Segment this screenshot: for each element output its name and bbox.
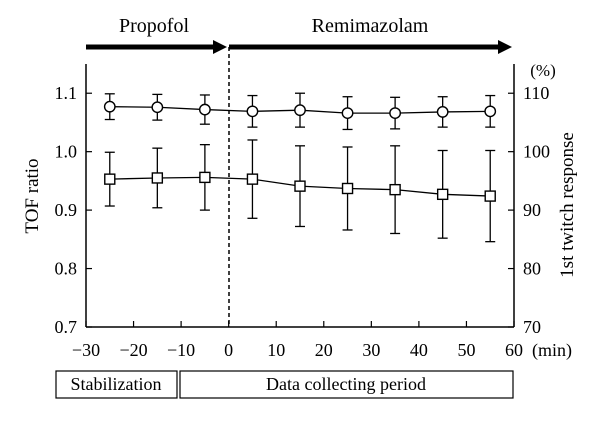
x-tick-label: 20 <box>315 340 333 360</box>
x-tick-label: 40 <box>410 340 428 360</box>
data-collecting-label: Data collecting period <box>266 374 426 394</box>
propofol-label: Propofol <box>119 15 189 37</box>
stabilization-box <box>55 370 178 399</box>
series-square <box>104 139 496 243</box>
x-axis-unit: (min) <box>532 340 572 361</box>
data-point-circle <box>151 101 164 114</box>
data-point-square <box>246 173 259 185</box>
y-left-tick-label: 1.0 <box>55 142 78 162</box>
series <box>103 92 497 243</box>
period-boxes: Stabilization Data collecting period <box>55 370 514 399</box>
y-left-tick-label: 0.8 <box>55 259 78 279</box>
y-right-tick-label: 100 <box>523 142 550 162</box>
x-tick-label: 0 <box>224 340 233 360</box>
data-point-square <box>104 173 116 185</box>
y-right-tick-label: 80 <box>523 259 541 279</box>
data-point-square <box>151 172 164 184</box>
series-circle <box>103 92 497 131</box>
plot-frame <box>85 47 515 328</box>
x-tick-label: 50 <box>457 340 475 360</box>
x-tick-label: 60 <box>505 340 523 360</box>
data-point-circle <box>246 105 259 118</box>
data-point-square <box>294 180 306 192</box>
data-point-circle <box>103 100 116 113</box>
data-collecting-box <box>179 370 514 399</box>
data-point-circle <box>389 107 402 119</box>
data-point-square <box>199 171 211 184</box>
axes: −30 −20 −10 0 10 20 30 40 50 60 0.7 0.8 0.9 1.0 1.1 70 8… <box>55 83 551 360</box>
x-tick-label: 30 <box>362 340 380 360</box>
y-right-unit: (%) <box>530 61 555 80</box>
data-point-circle <box>341 107 354 119</box>
y-left-tick-label: 0.7 <box>55 317 78 337</box>
data-point-circle <box>294 104 306 117</box>
y-right-tick-label: 110 <box>523 83 549 103</box>
data-point-circle <box>198 103 211 116</box>
data-point-square <box>389 183 401 196</box>
remimazolam-arrowhead <box>498 40 512 54</box>
propofol-arrowhead <box>213 40 227 54</box>
stabilization-label: Stabilization <box>71 374 162 394</box>
y-right-tick-label: 70 <box>523 317 541 337</box>
drug-arrows: Propofol Remimazolam <box>86 15 512 54</box>
data-point-square <box>484 190 496 202</box>
y-left-axis-label: TOF ratio <box>22 158 43 233</box>
remimazolam-label: Remimazolam <box>312 15 429 37</box>
data-point-square <box>436 188 449 201</box>
y-right-axis-label: 1st twitch response <box>557 132 578 278</box>
data-point-circle <box>484 105 497 118</box>
data-point-circle <box>436 106 449 118</box>
y-left-tick-label: 0.9 <box>55 200 78 220</box>
data-point-square <box>341 182 354 195</box>
x-tick-label: 10 <box>267 340 285 360</box>
x-tick-label: −30 <box>72 340 100 360</box>
x-tick-label: −10 <box>167 340 195 360</box>
y-left-tick-label: 1.1 <box>55 83 78 103</box>
y-right-tick-label: 90 <box>523 200 541 220</box>
x-tick-label: −20 <box>119 340 147 360</box>
